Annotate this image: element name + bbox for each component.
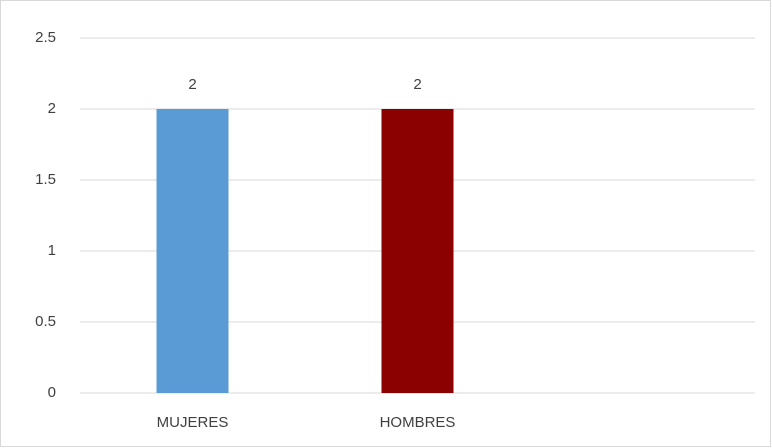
y-tick-label: 2 [48,100,56,117]
x-tick-label: MUJERES [157,414,229,431]
bar [381,109,454,393]
x-tick-label: HOMBRES [380,414,456,431]
y-tick-label: 2.5 [35,29,56,46]
bar [156,109,229,393]
data-label: 2 [188,76,196,93]
y-tick-label: 1.5 [35,171,56,188]
y-tick-label: 0 [48,384,56,401]
y-tick-label: 1 [48,242,56,259]
y-tick-label: 0.5 [35,313,56,330]
data-label: 2 [413,76,421,93]
